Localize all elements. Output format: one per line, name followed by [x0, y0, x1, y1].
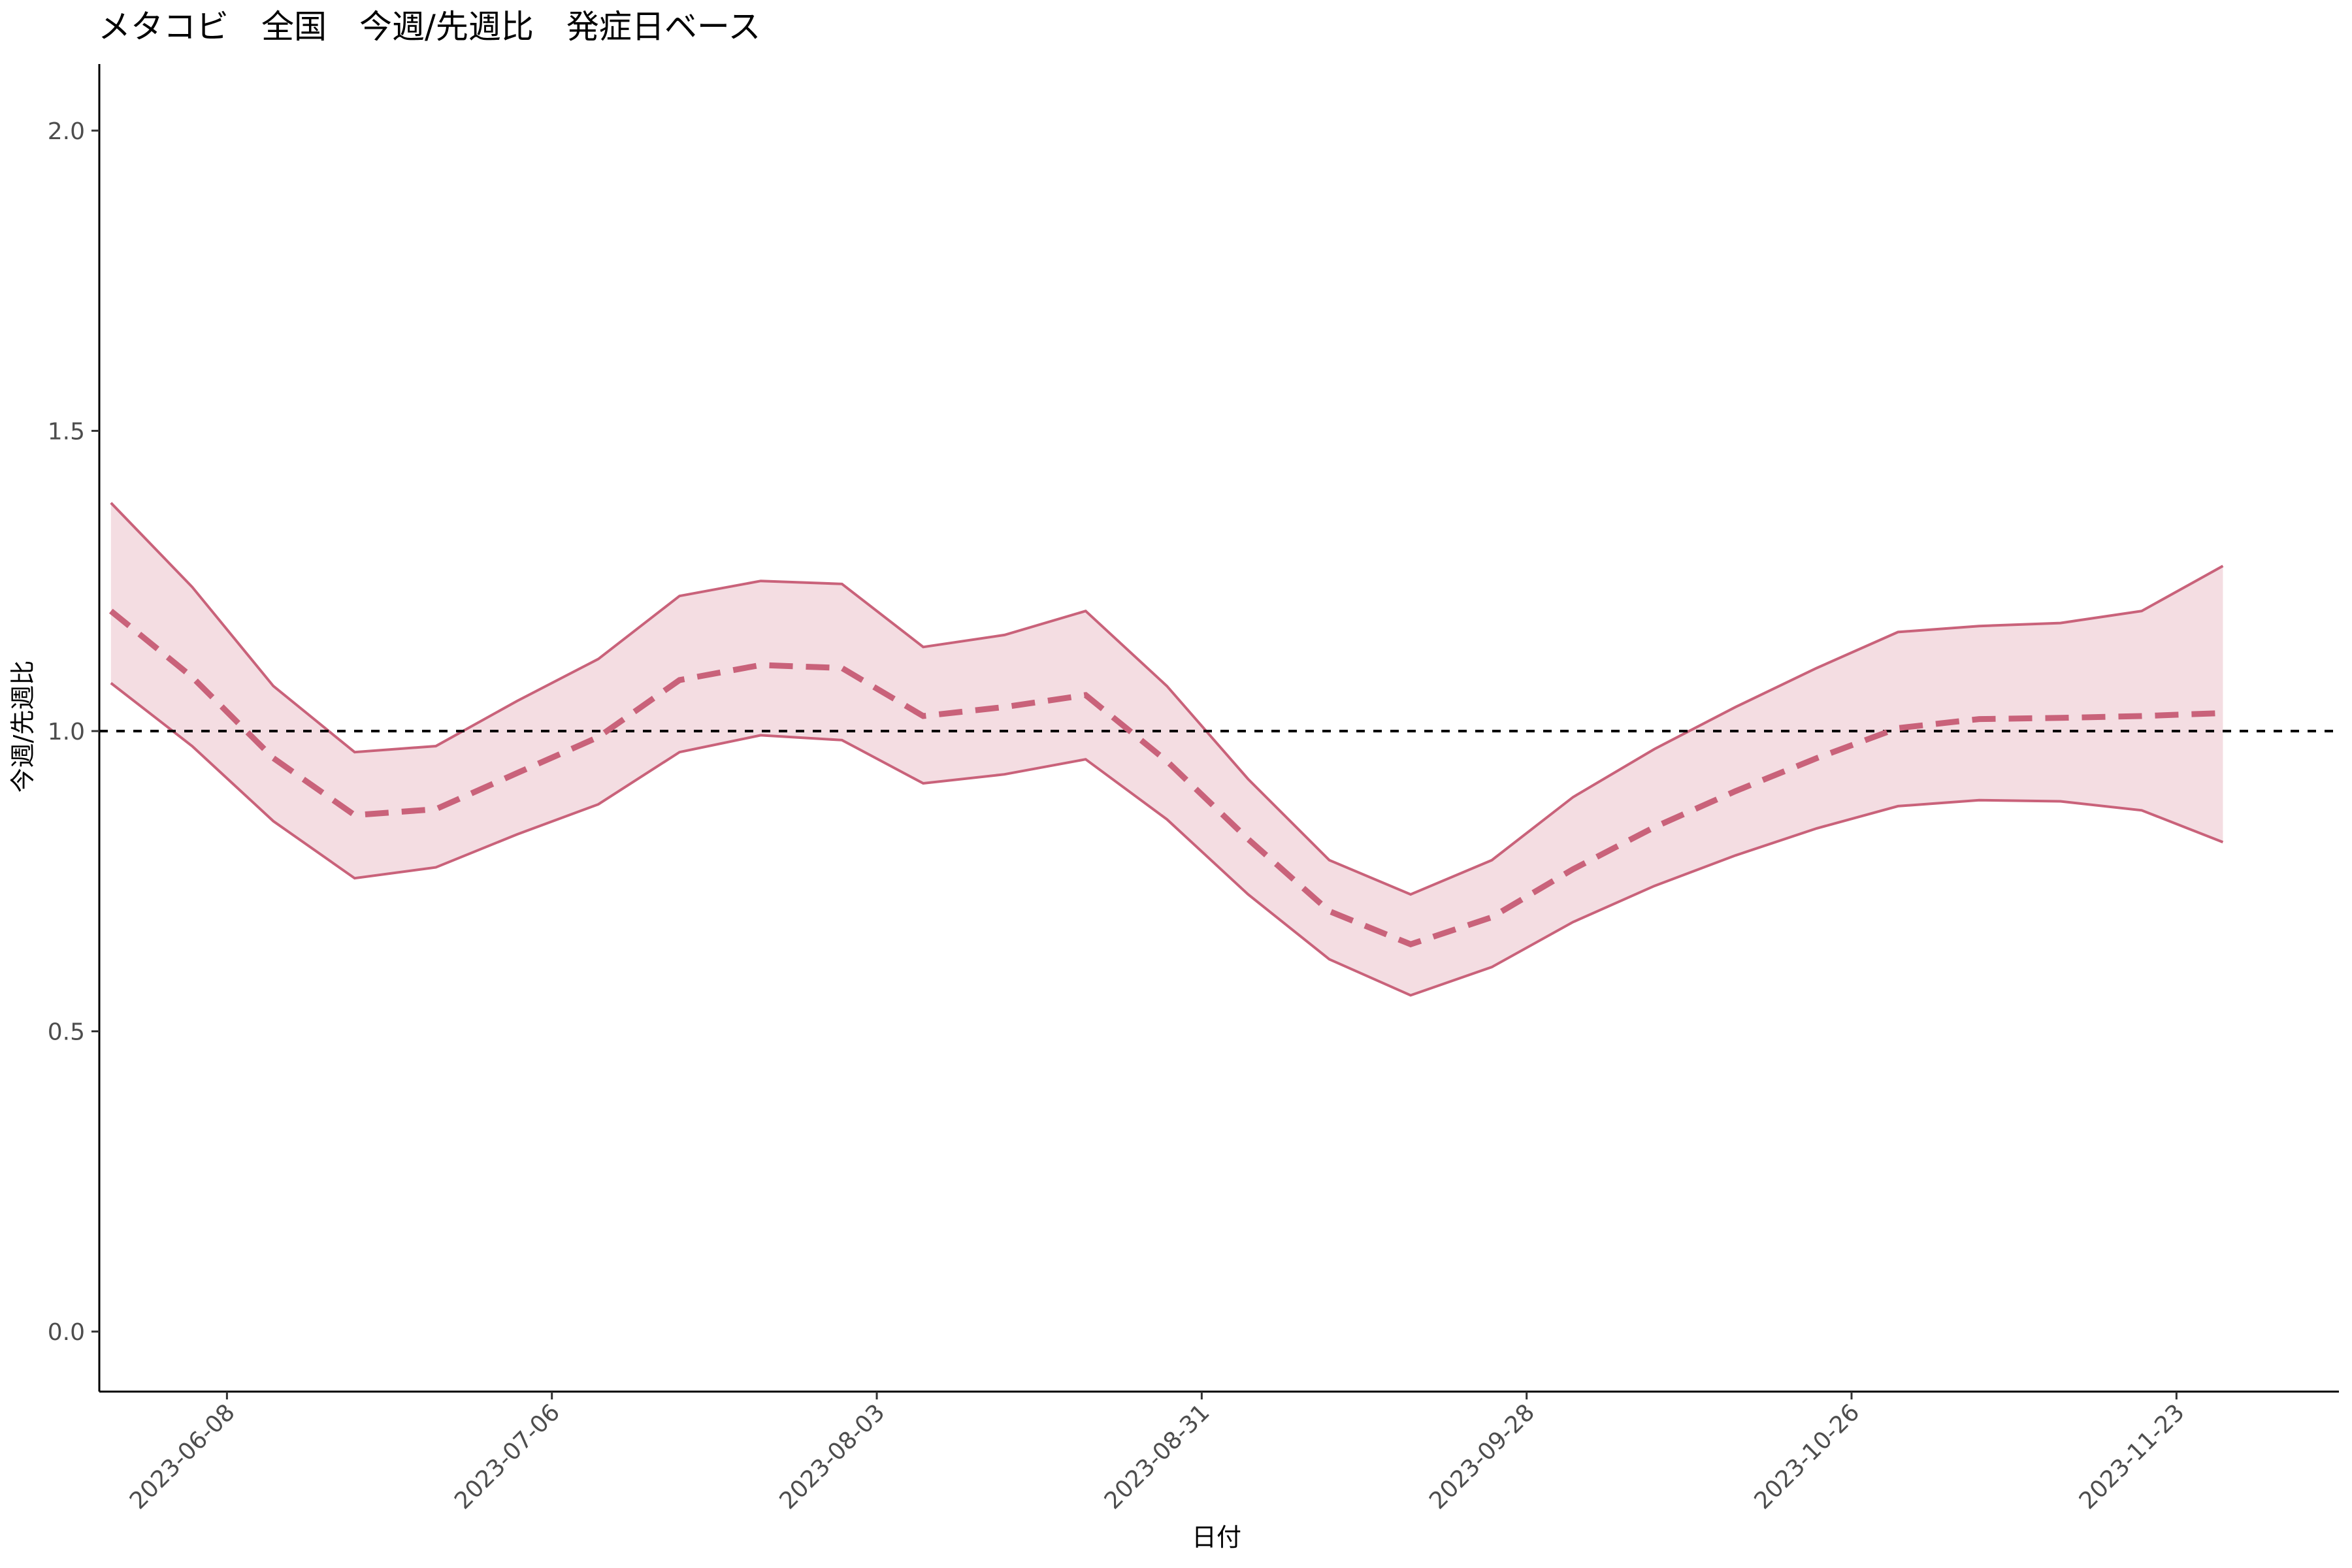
x-tick-label: 2023-09-28 — [1424, 1399, 1540, 1514]
confidence-band — [110, 502, 2223, 996]
plot-area — [99, 502, 2339, 997]
x-tick-label: 2023-08-03 — [774, 1399, 890, 1514]
y-tick-label: 0.0 — [48, 1319, 85, 1346]
lower-bound-line — [110, 681, 2224, 997]
y-tick-label: 2.0 — [48, 118, 85, 145]
y-axis: 0.0 0.5 1.0 1.5 2.0 — [48, 64, 101, 1392]
y-tick-label: 1.5 — [48, 418, 85, 445]
x-tick-label: 2023-10-26 — [1749, 1399, 1865, 1514]
x-tick-label: 2023-08-31 — [1100, 1399, 1215, 1514]
y-tick-label: 1.0 — [48, 719, 85, 745]
estimate-line — [108, 608, 2223, 948]
x-axis: 2023-06-08 2023-07-06 2023-08-03 2023-08-31… — [99, 1390, 2339, 1514]
y-tick-label: 0.5 — [48, 1019, 85, 1046]
x-tick-label: 2023-11-23 — [2074, 1399, 2190, 1514]
x-axis-title: 日付 — [1192, 1523, 1241, 1552]
x-tick-label: 2023-07-06 — [449, 1399, 565, 1514]
y-axis-title: 今週/先週比 — [8, 661, 37, 793]
x-tick-label: 2023-06-08 — [125, 1399, 240, 1514]
chart-title: メタコビ 全国 今週/先週比 発症日ベース — [98, 8, 760, 46]
